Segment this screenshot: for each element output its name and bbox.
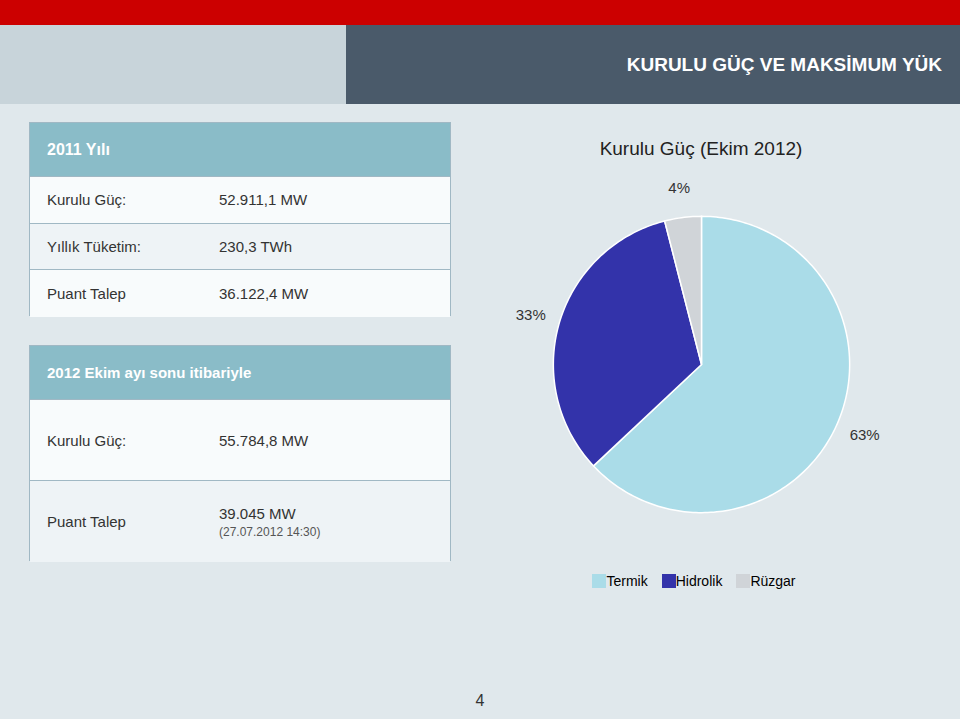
html-text:KURULU GÜÇ VE MAKSİMUM YÜK: KURULU GÜÇ VE MAKSİMUM YÜK	[626, 53, 942, 75]
svg-text:33%: 33%	[516, 306, 546, 323]
html-text:Kurulu Güç (Ekim 2012): Kurulu Güç (Ekim 2012)	[599, 138, 803, 159]
html-text:55.784,8 MW: 55.784,8 MW	[219, 431, 309, 449]
html-text:Rüzgar: Rüzgar	[750, 572, 796, 589]
html-text:2011 Yılı: 2011 Yılı	[47, 140, 110, 158]
html-text:36.122,4 MW: 36.122,4 MW	[219, 285, 309, 303]
svg-text:4%: 4%	[668, 179, 690, 196]
html-text:Yıllık Tüketim:: Yıllık Tüketim:	[47, 238, 141, 255]
html-text:Puant Talep: Puant Talep	[47, 513, 126, 530]
html-text:Kurulu Güç:: Kurulu Güç:	[47, 431, 127, 449]
html-text:52.911,1 MW: 52.911,1 MW	[219, 191, 308, 209]
html-text:Hidrolik: Hidrolik	[675, 572, 723, 589]
html-text:2012 Ekim ayı sonu itibariyle: 2012 Ekim ayı sonu itibariyle	[47, 364, 252, 381]
svg-text:63%: 63%	[850, 426, 880, 443]
html-text:39.045 MW: 39.045 MW	[219, 504, 296, 522]
html-text:4: 4	[475, 692, 485, 709]
html-text:Termik: Termik	[606, 572, 648, 589]
html-text:Puant Talep: Puant Talep	[47, 285, 126, 303]
html-text:Kurulu Güç:: Kurulu Güç:	[47, 191, 127, 209]
html-text:(27.07.2012 14:30): (27.07.2012 14:30)	[219, 524, 321, 539]
html-text:230,3 TWh: 230,3 TWh	[219, 238, 293, 255]
